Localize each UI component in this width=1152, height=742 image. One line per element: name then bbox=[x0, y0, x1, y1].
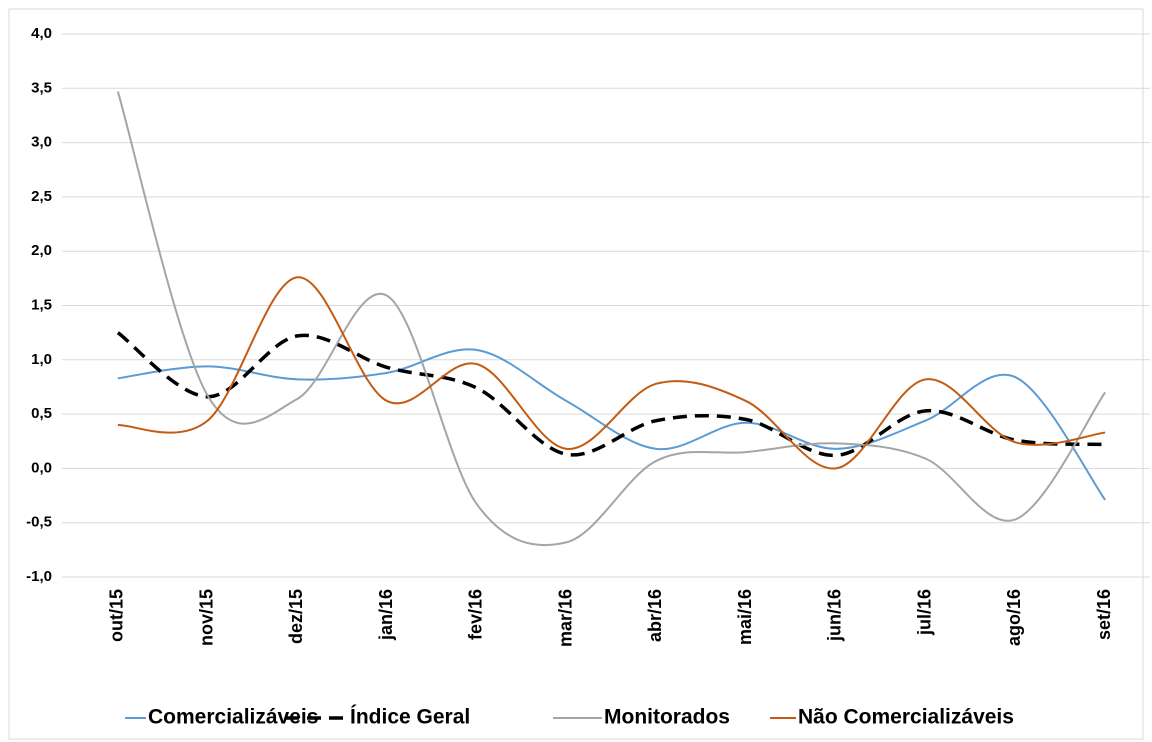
x-tick-label: jan/16 bbox=[376, 589, 396, 641]
series-line bbox=[117, 348, 1106, 501]
series-line bbox=[117, 276, 1106, 470]
series-line bbox=[116, 91, 1106, 547]
legend-label: Monitorados bbox=[604, 706, 730, 729]
y-tick-label: 1,5 bbox=[31, 296, 52, 313]
x-tick-label: mar/16 bbox=[555, 589, 575, 647]
x-tick-label: mai/16 bbox=[735, 589, 755, 645]
legend-label: Não Comercializáveis bbox=[798, 706, 1014, 729]
chart-frame bbox=[8, 8, 1144, 740]
y-tick-label: 2,0 bbox=[31, 242, 52, 259]
x-tick-label: jul/16 bbox=[914, 589, 934, 636]
y-tick-label: -1,0 bbox=[26, 568, 52, 585]
x-tick-label: abr/16 bbox=[645, 589, 665, 642]
x-tick-label: nov/15 bbox=[196, 589, 216, 646]
series-line bbox=[116, 331, 1106, 458]
y-tick-label: 1,0 bbox=[31, 351, 52, 368]
y-tick-label: 2,5 bbox=[31, 188, 52, 205]
legend-label: Comercializáveis bbox=[148, 706, 318, 729]
x-tick-label: jun/16 bbox=[825, 589, 845, 642]
x-tick-label: out/15 bbox=[107, 589, 127, 642]
y-tick-label: 0,0 bbox=[31, 459, 52, 476]
y-tick-label: -0,5 bbox=[26, 514, 52, 531]
y-tick-label: 0,5 bbox=[31, 405, 52, 422]
x-tick-label: dez/15 bbox=[286, 589, 306, 644]
legend-label: Índice Geral bbox=[350, 706, 470, 729]
y-tick-label: 3,0 bbox=[31, 134, 52, 151]
x-tick-label: fev/16 bbox=[466, 589, 486, 640]
x-tick-label: ago/16 bbox=[1004, 589, 1024, 646]
y-tick-label: 4,0 bbox=[31, 25, 52, 42]
y-tick-label: 3,5 bbox=[31, 79, 52, 96]
x-tick-label: set/16 bbox=[1094, 589, 1114, 640]
